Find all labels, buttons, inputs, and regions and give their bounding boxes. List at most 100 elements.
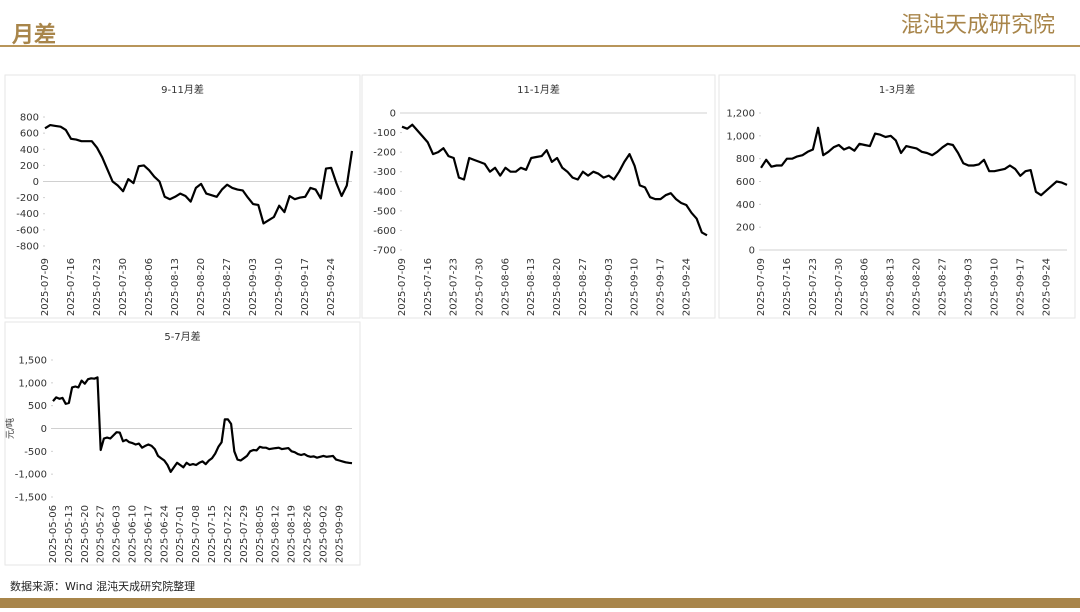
x-tick-label: 2025-09-09 <box>334 505 345 563</box>
x-tick-label: 2025-08-13 <box>170 258 181 316</box>
x-tick-label: 2025-09-10 <box>630 258 641 316</box>
y-tick-label: -100 <box>373 128 396 139</box>
x-tick-label: 2025-05-27 <box>96 505 107 563</box>
x-tick-label: 2025-09-03 <box>604 258 615 316</box>
x-tick-label: 2025-09-24 <box>326 258 337 316</box>
chart-title: 1-3月差 <box>879 83 915 96</box>
x-tick-label: 2025-08-20 <box>912 258 923 316</box>
y-tick-label: 800 <box>20 113 39 124</box>
x-tick-label: 2025-07-22 <box>223 505 234 563</box>
x-tick-label: 2025-08-27 <box>938 258 949 316</box>
x-tick-label: 2025-07-09 <box>397 258 408 316</box>
y-tick-label: 1,000 <box>18 378 47 389</box>
x-tick-label: 2025-08-06 <box>500 258 511 316</box>
x-tick-label: 2025-05-13 <box>64 505 75 563</box>
x-tick-label: 2025-09-10 <box>274 258 285 316</box>
chart-title: 5-7月差 <box>164 330 200 343</box>
x-tick-label: 2025-06-24 <box>159 505 170 563</box>
x-tick-label: 2025-05-20 <box>80 505 91 563</box>
chart-panel <box>361 74 716 319</box>
x-tick-label: 2025-07-30 <box>475 258 486 316</box>
x-tick-label: 2025-07-16 <box>782 258 793 316</box>
x-tick-label: 2025-09-03 <box>963 258 974 316</box>
x-tick-label: 2025-05-06 <box>48 505 59 563</box>
y-tick-label: -400 <box>373 187 396 198</box>
x-tick-label: 2025-08-27 <box>578 258 589 316</box>
source-note: 数据来源：Wind 混沌天成研究院整理 <box>10 579 195 593</box>
y-tick-label: -600 <box>373 226 396 237</box>
x-tick-label: 2025-09-17 <box>300 258 311 316</box>
x-tick-label: 2025-08-06 <box>860 258 871 316</box>
x-tick-label: 2025-08-13 <box>886 258 897 316</box>
y-tick-label: 500 <box>28 401 47 412</box>
line-series <box>44 124 354 225</box>
y-tick-label: 200 <box>20 161 39 172</box>
y-tick-label: 400 <box>736 200 755 211</box>
x-tick-label: 2025-09-24 <box>1041 258 1052 316</box>
y-tick-label: 600 <box>20 129 39 140</box>
x-tick-label: 2025-08-06 <box>144 258 155 316</box>
y-tick-label: -500 <box>24 447 47 458</box>
x-tick-label: 2025-08-27 <box>222 258 233 316</box>
y-tick-label: 800 <box>736 154 755 165</box>
footer-bar <box>0 598 1080 608</box>
x-tick-label: 2025-07-23 <box>92 258 103 316</box>
x-tick-label: 2025-08-20 <box>552 258 563 316</box>
x-tick-label: 2025-09-17 <box>655 258 666 316</box>
logo: 混沌天成研究院 <box>901 13 1055 38</box>
y-tick-label: -700 <box>373 246 396 257</box>
x-tick-label: 2025-07-30 <box>118 258 129 316</box>
x-tick-label: 2025-06-03 <box>112 505 123 563</box>
x-tick-label: 2025-09-24 <box>681 258 692 316</box>
x-tick-label: 2025-07-16 <box>423 258 434 316</box>
line-series <box>52 376 353 473</box>
y-tick-label: -1,000 <box>15 470 47 481</box>
x-tick-label: 2025-07-09 <box>756 258 767 316</box>
x-tick-label: 2025-08-19 <box>287 505 298 563</box>
y-tick-label: 1,500 <box>18 356 47 367</box>
y-tick-label: 1,000 <box>726 131 755 142</box>
page-title: 月差 <box>11 22 56 48</box>
x-tick-label: 2025-06-10 <box>128 505 139 563</box>
y-axis-label: 元/吨 <box>4 418 16 439</box>
y-tick-label: -800 <box>16 241 39 252</box>
x-tick-label: 2025-07-23 <box>449 258 460 316</box>
x-tick-label: 2025-06-17 <box>143 505 154 563</box>
chart-panel <box>718 74 1076 319</box>
y-tick-label: -1,500 <box>15 493 47 504</box>
x-tick-label: 2025-07-30 <box>834 258 845 316</box>
x-tick-label: 2025-08-12 <box>271 505 282 563</box>
chart-title: 9-11月差 <box>161 83 204 96</box>
x-tick-label: 2025-07-09 <box>40 258 51 316</box>
x-tick-label: 2025-07-29 <box>239 505 250 563</box>
y-tick-label: -600 <box>16 225 39 236</box>
y-tick-label: -200 <box>373 148 396 159</box>
line-series <box>760 126 1068 197</box>
x-tick-label: 2025-08-20 <box>196 258 207 316</box>
y-tick-label: -300 <box>373 167 396 178</box>
y-tick-label: 200 <box>736 223 755 234</box>
y-tick-label: -500 <box>373 206 396 217</box>
x-tick-label: 2025-09-17 <box>1015 258 1026 316</box>
y-tick-label: 400 <box>20 145 39 156</box>
line-series <box>401 123 708 237</box>
y-tick-label: -200 <box>16 193 39 204</box>
chart-title: 11-1月差 <box>517 83 560 96</box>
x-tick-label: 2025-07-15 <box>207 505 218 563</box>
x-tick-label: 2025-08-13 <box>526 258 537 316</box>
x-tick-label: 2025-07-16 <box>66 258 77 316</box>
y-tick-label: 0 <box>41 424 47 435</box>
y-tick-label: 600 <box>736 177 755 188</box>
x-tick-label: 2025-08-05 <box>255 505 266 563</box>
chart-panel <box>4 321 361 566</box>
x-tick-label: 2025-07-08 <box>191 505 202 563</box>
y-tick-label: 0 <box>390 109 396 120</box>
x-tick-label: 2025-07-23 <box>808 258 819 316</box>
x-tick-label: 2025-09-02 <box>318 505 329 563</box>
y-tick-label: -400 <box>16 209 39 220</box>
x-tick-label: 2025-07-01 <box>175 505 186 563</box>
y-tick-label: 1,200 <box>726 109 755 120</box>
x-tick-label: 2025-09-03 <box>248 258 259 316</box>
y-tick-label: 0 <box>33 177 39 188</box>
